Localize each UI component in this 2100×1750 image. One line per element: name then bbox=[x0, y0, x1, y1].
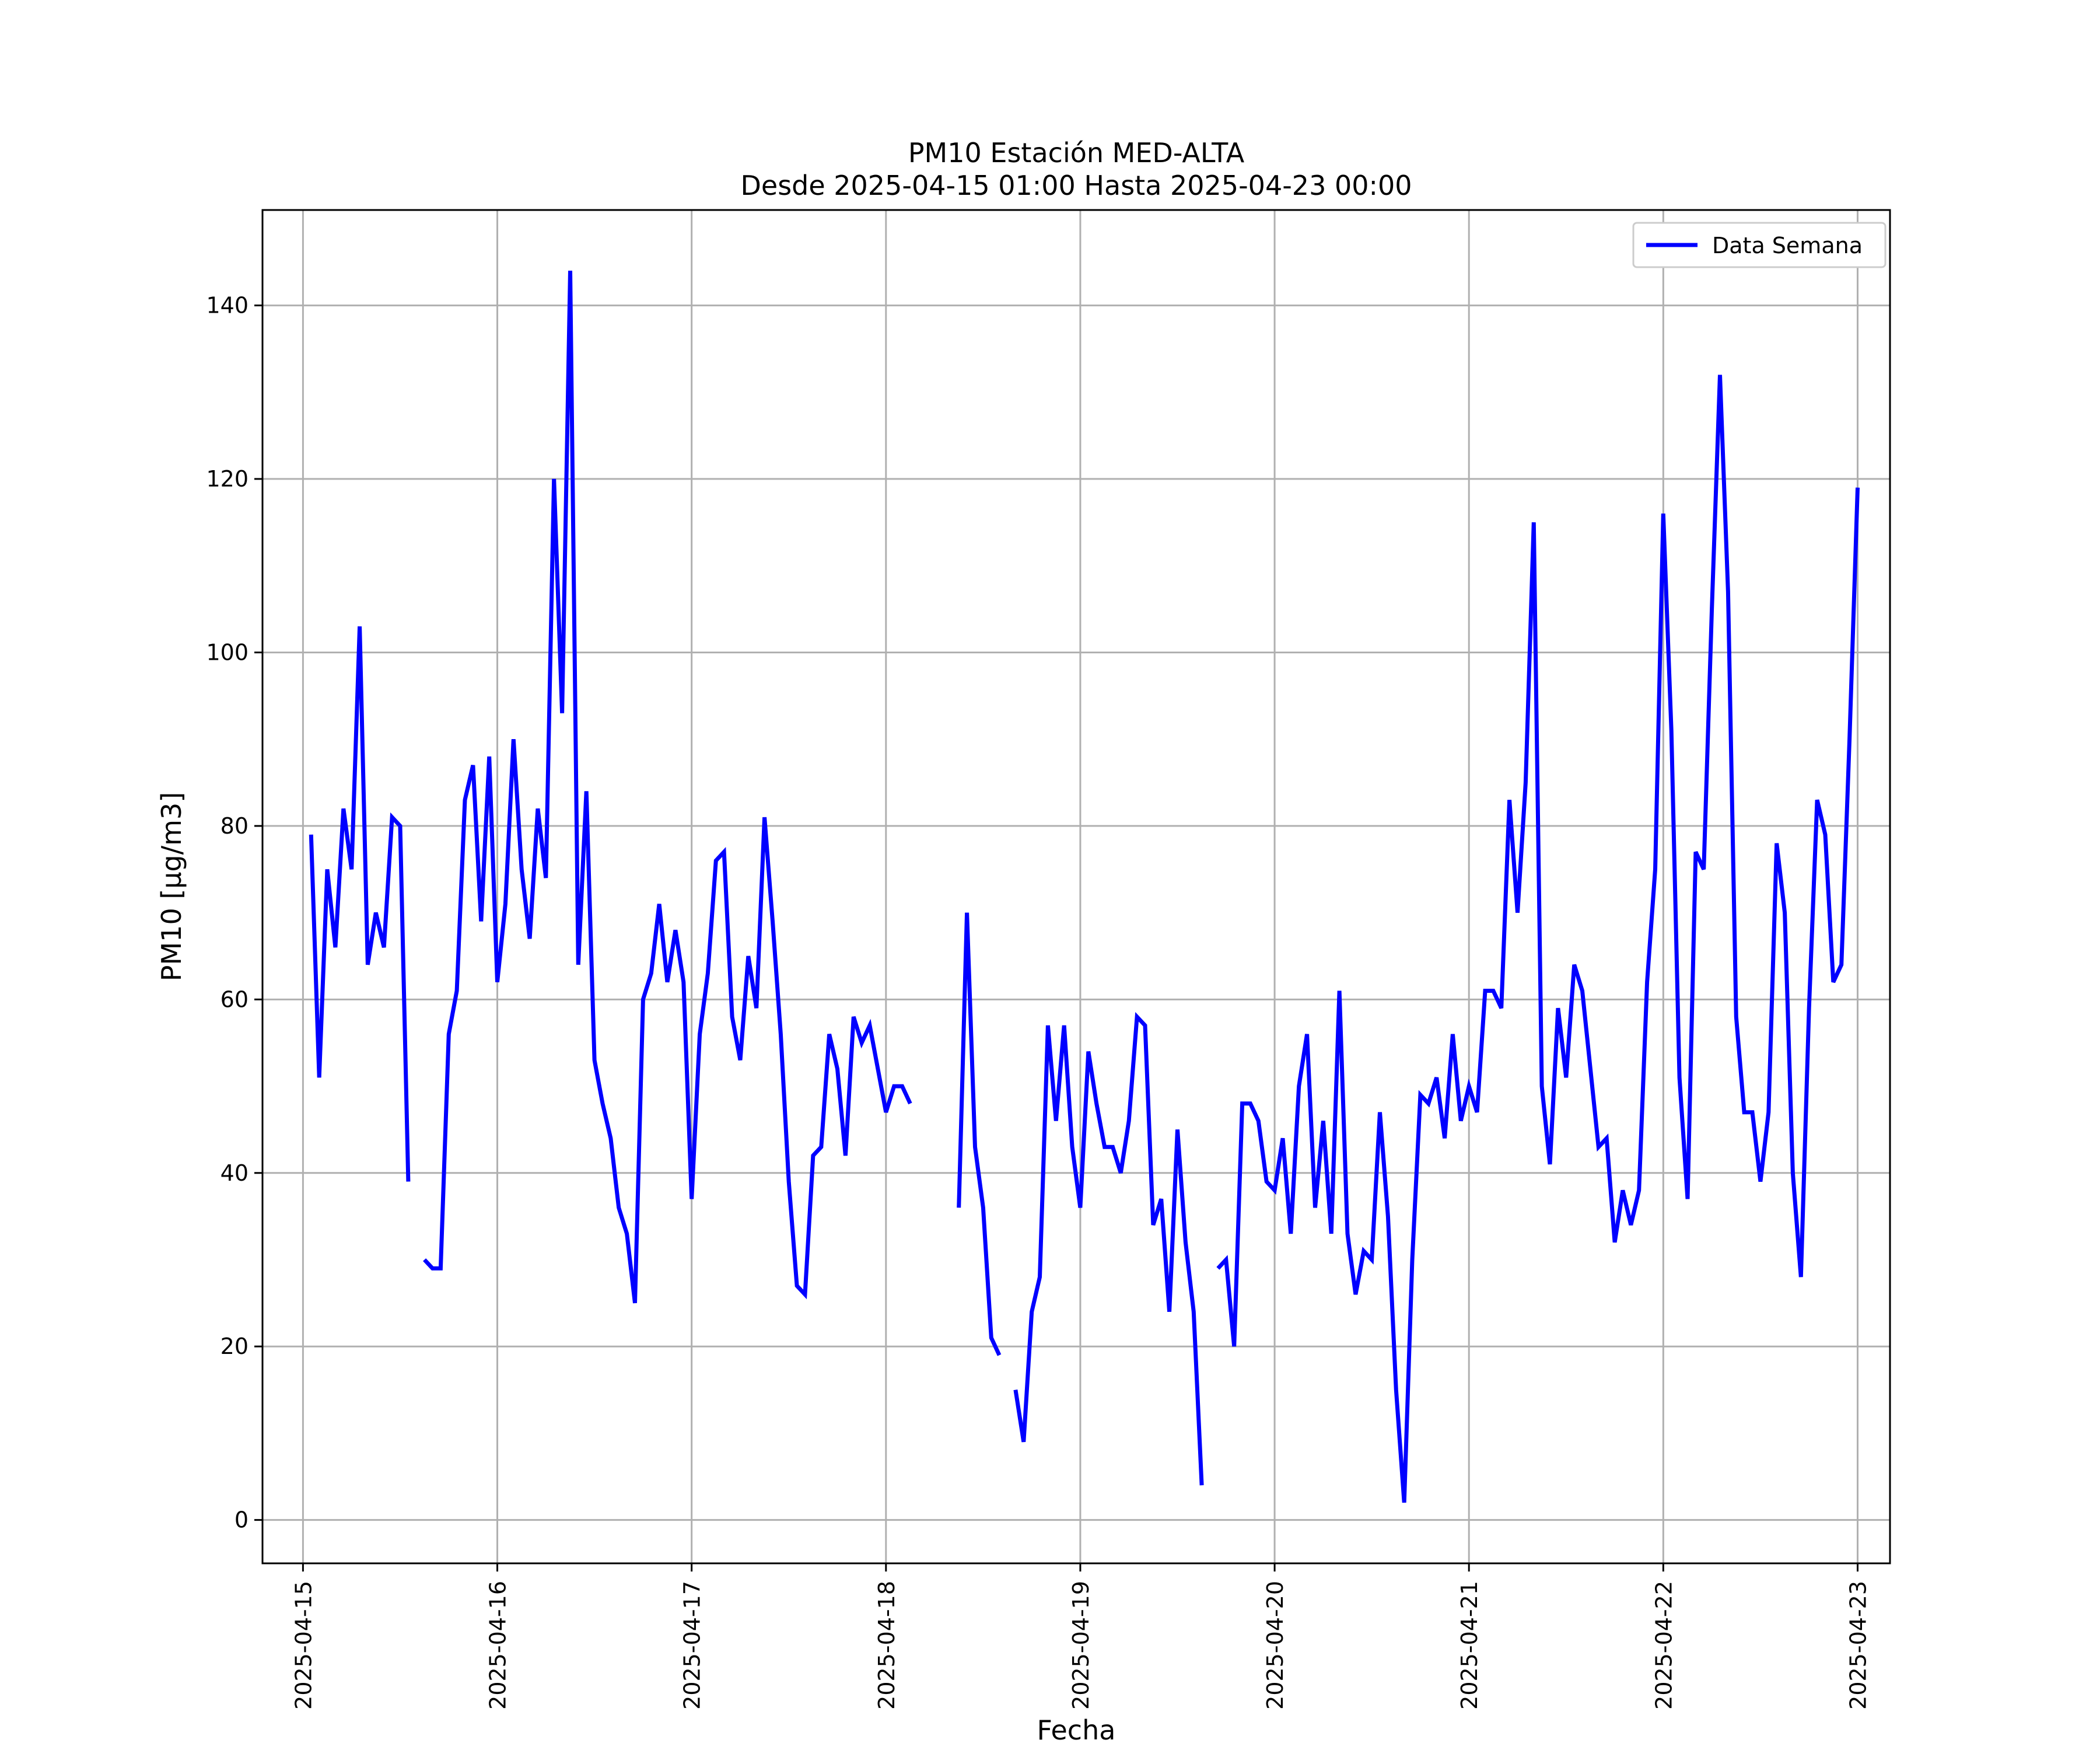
y-axis-label: PM10 [μg/m3] bbox=[156, 792, 187, 982]
series-line-segment bbox=[1216, 374, 1860, 1503]
series-line-segment bbox=[1013, 1012, 1204, 1486]
x-tick-label: 2025-04-16 bbox=[485, 1581, 511, 1710]
x-tick-label: 2025-04-20 bbox=[1262, 1581, 1288, 1710]
y-tick-label: 60 bbox=[220, 986, 249, 1012]
y-tick-label: 0 bbox=[235, 1507, 249, 1533]
x-tick-label: 2025-04-18 bbox=[874, 1581, 900, 1710]
y-tick-label: 120 bbox=[206, 466, 249, 492]
legend-label: Data Semana bbox=[1712, 233, 1863, 258]
chart-title: PM10 Estación MED-ALTA bbox=[908, 137, 1245, 169]
series-line-segment bbox=[423, 271, 912, 1304]
y-tick-label: 140 bbox=[206, 293, 249, 318]
legend: Data Semana bbox=[1632, 222, 1887, 268]
x-tick-label: 2025-04-22 bbox=[1651, 1581, 1676, 1710]
x-tick-label: 2025-04-17 bbox=[680, 1581, 705, 1710]
series-line-segment bbox=[309, 626, 411, 1182]
x-tick-label: 2025-04-23 bbox=[1845, 1581, 1871, 1710]
x-axis-label: Fecha bbox=[1037, 1714, 1116, 1746]
y-tick-label: 40 bbox=[220, 1160, 249, 1186]
x-tick-label: 2025-04-21 bbox=[1457, 1581, 1482, 1710]
y-tick-label: 20 bbox=[220, 1334, 249, 1359]
plot-frame bbox=[261, 209, 1891, 1564]
y-tick-label: 100 bbox=[206, 639, 249, 665]
series-lines bbox=[309, 271, 1860, 1503]
y-tick-label: 80 bbox=[220, 813, 249, 839]
legend-box bbox=[1632, 222, 1887, 268]
x-tick-label: 2025-04-19 bbox=[1068, 1581, 1094, 1710]
axis-ticks: 2025-04-15 2025-04-16 2025-04-17 2025-04-18… bbox=[206, 293, 1871, 1710]
series-line-segment bbox=[957, 912, 1002, 1356]
chart-subtitle: Desde 2025-04-15 01:00 Hasta 2025-04-23 … bbox=[740, 170, 1412, 201]
x-tick-label: 2025-04-15 bbox=[290, 1581, 316, 1710]
